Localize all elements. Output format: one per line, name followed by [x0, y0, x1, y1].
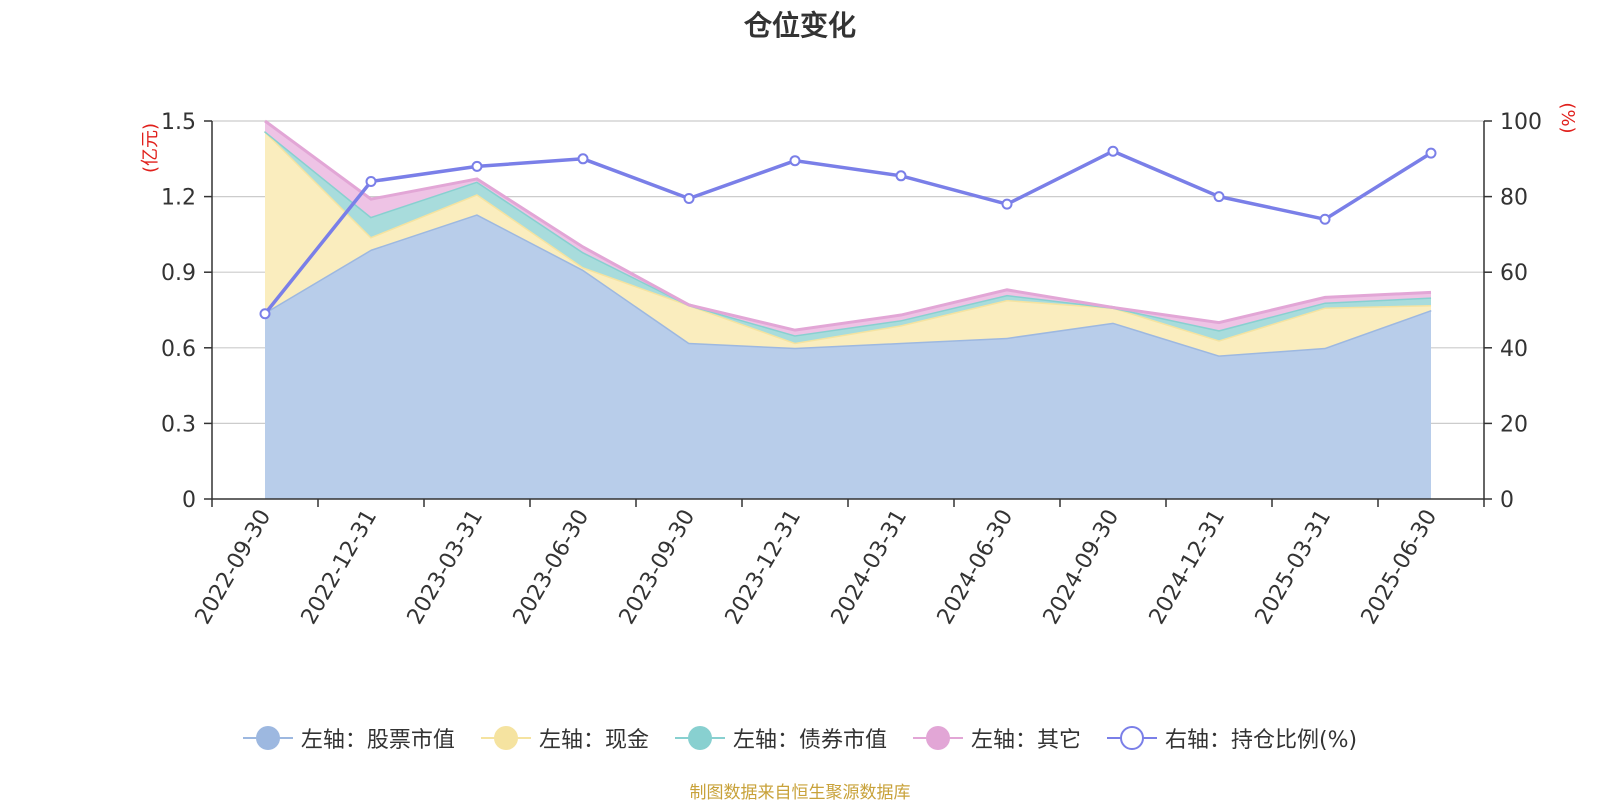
holding-ratio-point: [683, 192, 695, 204]
holding-ratio-point: [1001, 198, 1013, 210]
area-layer: [263, 119, 1432, 500]
x-tick-label: 2022-12-31: [297, 506, 383, 629]
x-tick-label: 2024-03-31: [827, 506, 913, 629]
right-tick-label: 100: [1500, 110, 1542, 135]
x-tick-label: 2025-03-31: [1251, 506, 1337, 629]
legend-item-3[interactable]: 左轴：债券市值: [674, 722, 887, 754]
legend-swatch: [480, 726, 531, 750]
area-series-4-edge: [264, 119, 1432, 332]
x-tick-label: 2024-12-31: [1145, 506, 1231, 629]
holding-ratio-point: [471, 160, 483, 172]
right-tick-label: 0: [1500, 488, 1514, 513]
area-series-2: [265, 131, 1431, 356]
legend-item-1[interactable]: 左轴：股票市值: [242, 722, 455, 754]
legend-swatch: [1106, 726, 1157, 750]
area-series-1: [265, 214, 1431, 500]
x-tick-label: 2023-03-31: [403, 506, 489, 629]
holding-ratio-point: [895, 170, 907, 182]
right-tick-label: 20: [1500, 412, 1528, 437]
legend-swatch: [912, 726, 963, 750]
x-tick-label: 2025-06-30: [1357, 506, 1443, 629]
holding-ratio-point: [577, 153, 589, 165]
x-tick-label: 2023-09-30: [615, 506, 701, 629]
left-tick-label: 1.2: [161, 186, 196, 211]
x-tick-label: 2023-12-31: [721, 506, 807, 629]
x-tick-label: 2024-09-30: [1039, 506, 1125, 629]
holding-ratio-point: [1213, 191, 1225, 203]
holding-ratio-point: [1107, 145, 1119, 157]
right-tick-label: 80: [1500, 186, 1528, 211]
legend: 左轴：股票市值 左轴：现金 左轴：债券市值 左轴：其它 右轴：持仓比例(%): [0, 722, 1600, 754]
right-axis-unit: (%): [1557, 102, 1578, 133]
legend-label: 右轴：持仓比例(%): [1164, 728, 1358, 753]
source-note: 制图数据来自恒生聚源数据库: [689, 783, 911, 803]
right-tick-label: 40: [1500, 337, 1528, 362]
left-tick-label: 0.6: [161, 337, 196, 362]
legend-item-5[interactable]: 右轴：持仓比例(%): [1106, 722, 1358, 754]
chart-title: 仓位变化: [743, 9, 856, 42]
holding-ratio-point: [1425, 147, 1437, 159]
legend-item-2[interactable]: 左轴：现金: [480, 722, 649, 754]
legend-swatch: [242, 726, 293, 750]
legend-label: 左轴：其它: [970, 728, 1081, 753]
left-tick-label: 1.5: [161, 110, 196, 135]
holding-ratio-point: [789, 155, 801, 167]
x-tick-label: 2022-09-30: [191, 506, 277, 629]
x-tick-label: 2023-06-30: [509, 506, 595, 629]
holding-ratio-point: [259, 308, 271, 320]
legend-label: 左轴：债券市值: [732, 728, 887, 753]
position-chart: 0 0 0.3 20 0.6 40 0.9 60 1.2 80 1.5 100 (亿元) (%) 2022-…: [140, 102, 1578, 629]
legend-label: 左轴：股票市值: [300, 728, 455, 753]
line-layer: [259, 145, 1437, 320]
legend-item-4[interactable]: 左轴：其它: [912, 722, 1081, 754]
left-axis-unit: (亿元): [140, 123, 161, 173]
legend-swatch: [674, 726, 725, 750]
x-tick-label: 2024-06-30: [933, 506, 1019, 629]
holding-ratio-point: [365, 175, 377, 187]
left-tick-label: 0.9: [161, 261, 196, 286]
holding-ratio-point: [1319, 213, 1331, 225]
legend-label: 左轴：现金: [538, 728, 649, 753]
right-tick-label: 60: [1500, 261, 1528, 286]
left-tick-label: 0.3: [161, 412, 196, 437]
holding-ratio-line: [263, 149, 1432, 315]
left-tick-label: 0: [182, 488, 196, 513]
